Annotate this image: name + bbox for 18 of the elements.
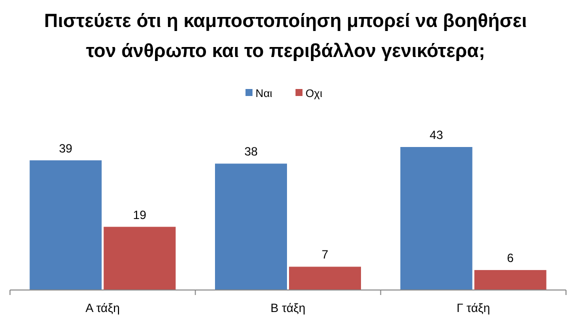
bar <box>30 160 102 290</box>
legend-label: Οχι <box>306 88 323 100</box>
chart-title: Πιστεύετε ότι η καμποστοποίηση μπορεί να βοηθήσει τον άνθρωπο και το περιβάλλον γενικότερα; <box>44 11 527 62</box>
legend-label: Ναι <box>256 88 273 100</box>
data-label: 39 <box>58 141 73 156</box>
bar <box>289 266 361 290</box>
bar <box>215 164 287 290</box>
data-label: 19 <box>132 208 147 222</box>
bar <box>474 270 546 290</box>
x-tick-label: Β τάξη <box>270 301 306 315</box>
bar <box>400 147 472 290</box>
data-label: 43 <box>430 128 444 142</box>
data-label: 6 <box>506 251 514 266</box>
data-label: 7 <box>322 248 329 262</box>
x-tick-label: Γ τάξη <box>456 301 490 315</box>
x-tick-label: Α τάξη <box>86 301 120 315</box>
data-label: 38 <box>244 144 258 159</box>
bar <box>104 226 176 290</box>
